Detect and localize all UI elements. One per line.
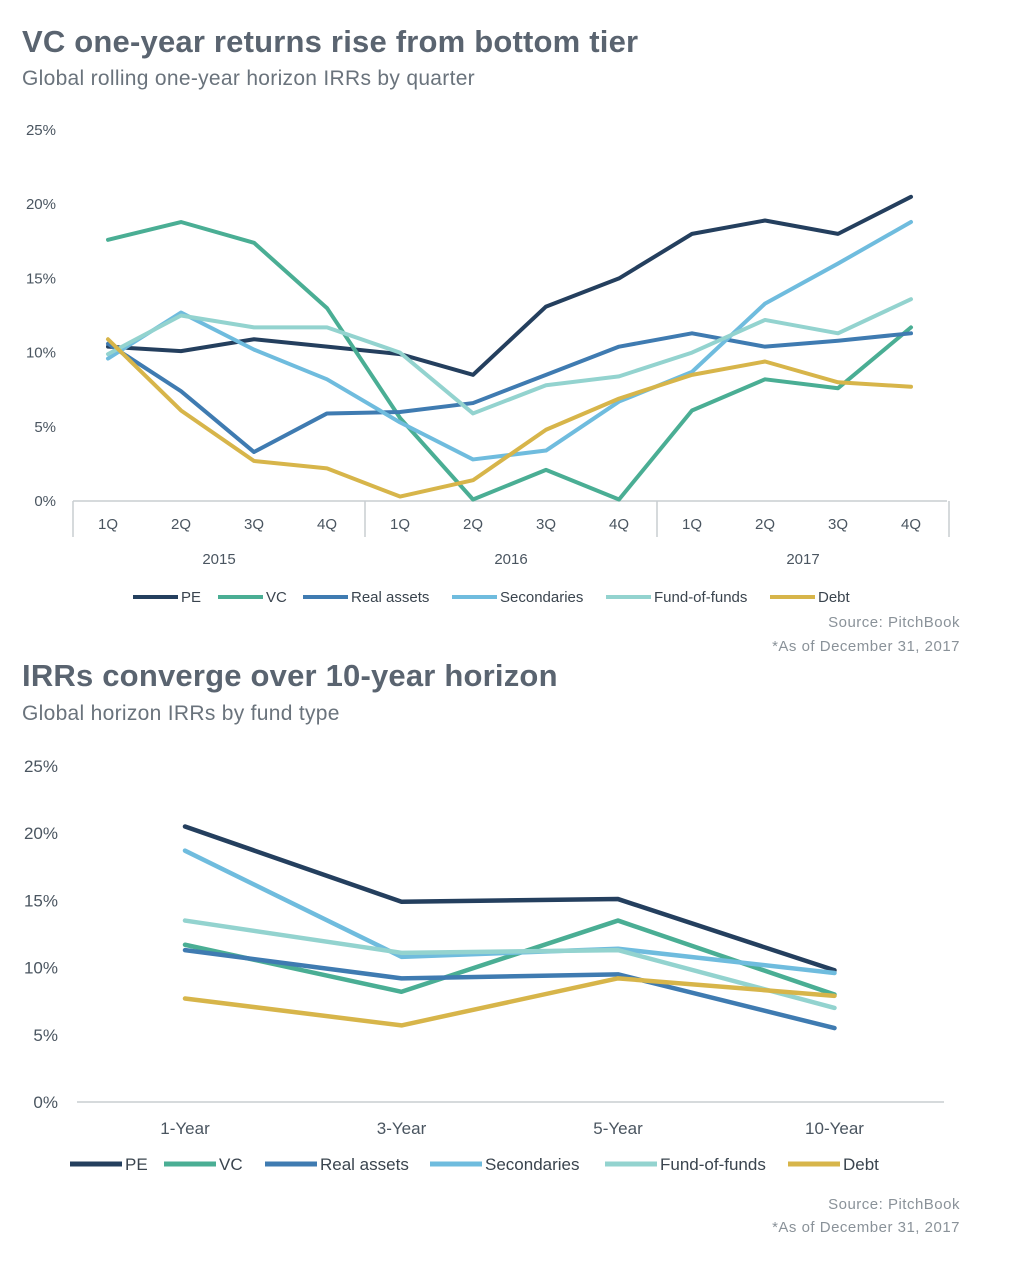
y-tick-label: 0%	[34, 493, 56, 510]
x-tick-label: 4Q	[609, 516, 629, 533]
legend-label: PE	[125, 1155, 148, 1174]
x-tick-label: 2Q	[171, 516, 191, 533]
y-tick-label: 15%	[26, 270, 56, 287]
y-tick-label: 5%	[34, 419, 56, 436]
series-line-real-assets	[182, 947, 837, 1031]
series-line-debt	[182, 976, 837, 1028]
x-tick-label: 3Q	[244, 516, 264, 533]
legend-label: Real assets	[320, 1155, 409, 1174]
x-group-label: 2015	[202, 551, 235, 568]
x-tick-label: 3Q	[828, 516, 848, 533]
series-line-vc	[106, 220, 913, 502]
x-tick-label: 2Q	[755, 516, 775, 533]
y-tick-label: 25%	[24, 757, 58, 776]
chart2-subtitle: Global horizon IRRs by fund type	[22, 702, 340, 725]
chart2-plot: 0% 5% 10% 15% 20% 25% 1-Year 3-Year 5-Year 10-Yea…	[24, 757, 944, 1174]
chart2-title: IRRs converge over 10-year horizon	[22, 658, 558, 693]
chart1-asof: *As of December 31, 2017	[772, 638, 960, 655]
series-line-real-assets	[106, 331, 913, 455]
x-tick-label: 1Q	[98, 516, 118, 533]
legend-label: PE	[181, 589, 201, 606]
x-tick-label: 3Q	[536, 516, 556, 533]
x-group-label: 2016	[494, 551, 527, 568]
chart1-plot: 0% 5% 10% 15% 20% 25% 1Q 2Q 3Q 4Q 1Q 2Q 3Q 4Q 1Q 2Q 3Q 4Q…	[26, 122, 950, 606]
series-line-vc	[182, 918, 837, 997]
x-tick-label: 5-Year	[593, 1119, 643, 1138]
x-tick-label: 1-Year	[160, 1119, 210, 1138]
y-tick-label: 5%	[33, 1026, 58, 1045]
legend-label: Debt	[818, 589, 851, 606]
y-tick-label: 10%	[24, 959, 58, 978]
legend-label: VC	[266, 589, 287, 606]
x-tick-label: 1Q	[682, 516, 702, 533]
y-tick-label: 10%	[26, 345, 56, 362]
legend-label: Secondaries	[500, 589, 583, 606]
x-tick-label: 1Q	[390, 516, 410, 533]
legend-label: Real assets	[351, 589, 429, 606]
x-tick-label: 4Q	[901, 516, 921, 533]
x-tick-label: 3-Year	[377, 1119, 427, 1138]
x-tick-label: 10-Year	[805, 1119, 864, 1138]
y-tick-label: 25%	[26, 122, 56, 139]
x-tick-label: 2Q	[463, 516, 483, 533]
y-tick-label: 20%	[24, 824, 58, 843]
chart1-title: VC one-year returns rise from bottom tie…	[22, 24, 639, 59]
chart1-subtitle: Global rolling one-year horizon IRRs by …	[22, 67, 475, 90]
y-tick-label: 20%	[26, 196, 56, 213]
x-group-label: 2017	[786, 551, 819, 568]
legend-label: Secondaries	[485, 1155, 580, 1174]
y-tick-label: 15%	[24, 891, 58, 910]
y-tick-label: 0%	[33, 1093, 58, 1112]
chart2-asof: *As of December 31, 2017	[772, 1219, 960, 1236]
series-line-pe	[182, 824, 837, 973]
chart1-source: Source: PitchBook	[828, 614, 960, 631]
legend-label: Debt	[843, 1155, 879, 1174]
series-line-secondaries	[182, 848, 837, 976]
series-line-fund-of-funds	[106, 297, 913, 416]
legend-label: VC	[219, 1155, 243, 1174]
series-line-debt	[106, 337, 913, 499]
series-line-fund-of-funds	[182, 918, 837, 1011]
legend-label: Fund-of-funds	[660, 1155, 766, 1174]
chart2-source: Source: PitchBook	[828, 1196, 960, 1213]
legend-label: Fund-of-funds	[654, 589, 747, 606]
x-tick-label: 4Q	[317, 516, 337, 533]
